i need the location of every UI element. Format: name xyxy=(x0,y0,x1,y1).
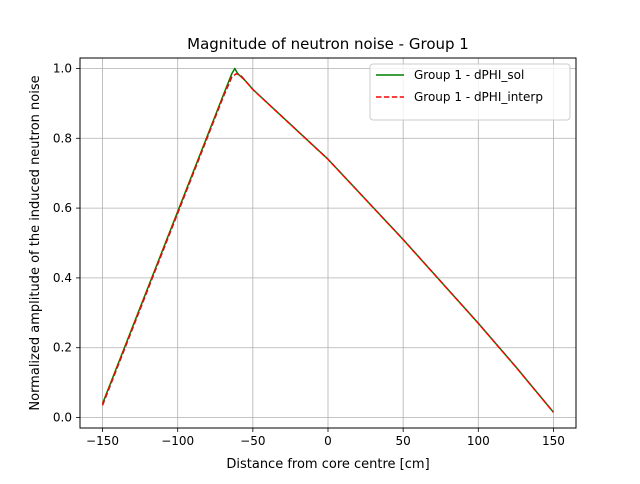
legend-box xyxy=(369,63,571,121)
y-tick-label: 1.0 xyxy=(53,61,72,75)
series-layer xyxy=(101,67,555,413)
tick-layer: −150 −100 −50 0 50 100 150 0.0 0.2 0.4 0.6 0.8 1.0 xyxy=(53,61,565,448)
x-tick-label: −150 xyxy=(86,434,119,448)
x-tick-label: 150 xyxy=(542,434,565,448)
x-tick-label: 100 xyxy=(467,434,490,448)
chart-title: Magnitude of neutron noise - Group 1 xyxy=(187,35,469,53)
y-tick-label: 0.0 xyxy=(53,411,72,425)
grid-layer xyxy=(80,58,576,428)
x-axis-label: Distance from core centre [cm] xyxy=(226,457,429,472)
x-tick-label: −50 xyxy=(240,434,265,448)
y-tick-label: 0.4 xyxy=(53,271,72,285)
series-line-2 xyxy=(101,72,555,413)
x-tick-label: −100 xyxy=(161,434,194,448)
legend-label-2: Group 1 - dPHI_interp xyxy=(414,90,543,104)
x-tick-label: 50 xyxy=(396,434,411,448)
y-axis-label: Normalized amplitude of the induced neut… xyxy=(28,75,43,410)
x-tick-label: 0 xyxy=(324,434,332,448)
y-tick-label: 0.8 xyxy=(53,131,72,145)
legend-label-1: Group 1 - dPHI_sol xyxy=(414,68,524,82)
y-tick-label: 0.2 xyxy=(53,341,72,355)
legend: Group 1 - dPHI_sol Group 1 - dPHI_interp xyxy=(369,63,571,121)
y-tick-label: 0.6 xyxy=(53,201,72,215)
